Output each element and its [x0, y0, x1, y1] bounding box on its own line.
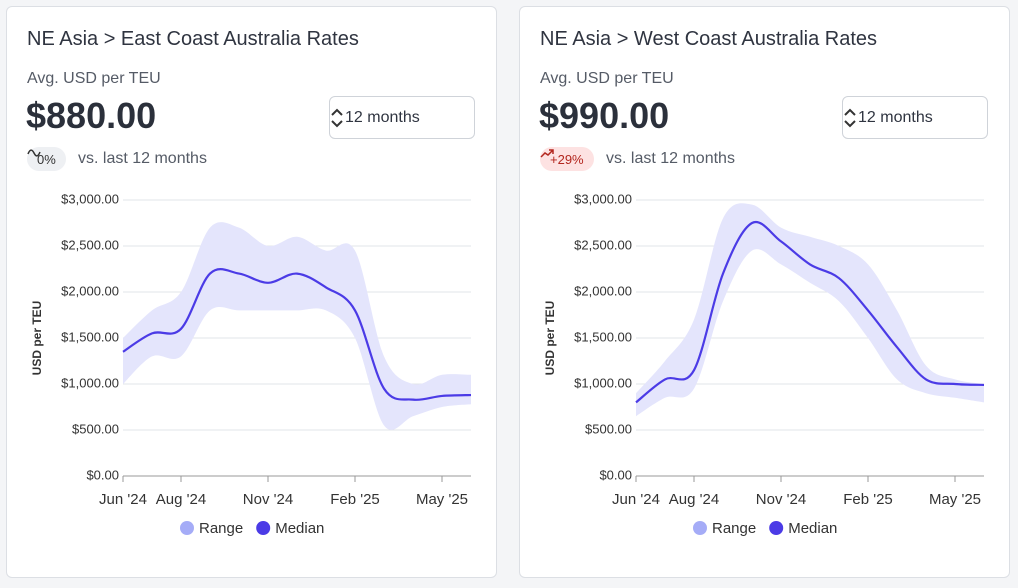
trend-icon	[27, 149, 41, 157]
x-tick-label: Feb '25	[843, 491, 893, 508]
x-tick-label: Feb '25	[330, 491, 380, 508]
legend-swatch	[769, 521, 784, 535]
legend-label: Median	[275, 520, 324, 537]
y-tick-label: $2,000.00	[574, 283, 632, 298]
x-tick-label: Nov '24	[243, 491, 293, 508]
y-tick-label: $500.00	[72, 421, 119, 436]
chevron	[844, 108, 856, 128]
period-select[interactable]: 12 months	[842, 96, 988, 139]
x-tick-label: Nov '24	[756, 491, 806, 508]
y-tick-label: $1,000.00	[574, 375, 632, 390]
y-tick-label: $0.00	[599, 467, 632, 482]
y-tick-label: $2,500.00	[574, 237, 632, 252]
y-tick-label: $1,500.00	[574, 329, 632, 344]
period-label: 12 months	[345, 109, 420, 126]
y-tick-label: $500.00	[585, 421, 632, 436]
y-tick-label: $0.00	[86, 467, 119, 482]
card: $0.00 $500.00 $1,000.00 $1,500.00 $2,000.00 $…	[6, 6, 497, 578]
change-badge: 0%	[27, 147, 66, 171]
change-value: +29%	[550, 151, 584, 167]
trend-icon	[540, 149, 554, 158]
chevron	[331, 108, 343, 128]
x-tick-label: Aug '24	[156, 491, 206, 508]
chevron-icon	[331, 108, 343, 128]
legend-swatch	[256, 521, 271, 535]
x-tick-label: May '25	[929, 491, 981, 508]
y-axis-label: USD per TEU	[543, 301, 557, 376]
legend-swatch	[180, 521, 194, 535]
median-line	[635, 220, 985, 404]
x-tick-label: May '25	[416, 491, 468, 508]
legend-label: Range	[199, 520, 243, 537]
card: $0.00 $500.00 $1,000.00 $1,500.00 $2,000.00 $…	[519, 6, 1010, 578]
card-title: NE Asia > West Coast Australia Rates	[540, 28, 878, 50]
change-note: vs. last 12 months	[78, 150, 207, 167]
change-badge: +29%	[540, 147, 594, 171]
period-select[interactable]: 12 months	[329, 96, 475, 139]
metric-value: $880.00	[26, 95, 157, 136]
y-tick-label: $1,500.00	[61, 329, 119, 344]
y-tick-label: $3,000.00	[61, 191, 119, 206]
median-line	[122, 268, 472, 401]
y-tick-label: $2,500.00	[61, 237, 119, 252]
change-note: vs. last 12 months	[606, 150, 735, 167]
x-tick-label: Jun '24	[99, 491, 147, 508]
legend-label: Range	[712, 520, 756, 537]
metric-label: Avg. USD per TEU	[540, 70, 674, 87]
metric-label: Avg. USD per TEU	[27, 70, 161, 87]
range-band	[636, 203, 984, 417]
chevron-icon	[844, 108, 856, 128]
x-tick-label: Aug '24	[669, 491, 719, 508]
chart: $0.00 $500.00 $1,000.00 $1,500.00 $2,000.00 $…	[30, 191, 472, 537]
legend-swatch	[693, 521, 707, 535]
trend	[540, 149, 554, 158]
trend	[27, 149, 41, 157]
period-label: 12 months	[858, 109, 933, 126]
x-tick-label: Jun '24	[612, 491, 660, 508]
change-value: 0%	[37, 151, 56, 167]
y-tick-label: $1,000.00	[61, 375, 119, 390]
y-axis-label: USD per TEU	[30, 301, 44, 376]
y-tick-label: $3,000.00	[574, 191, 632, 206]
legend-label: Median	[788, 520, 837, 537]
card-title: NE Asia > East Coast Australia Rates	[27, 28, 359, 50]
chart: $0.00 $500.00 $1,000.00 $1,500.00 $2,000.00 $…	[543, 191, 985, 537]
metric-value: $990.00	[539, 95, 670, 136]
y-tick-label: $2,000.00	[61, 283, 119, 298]
